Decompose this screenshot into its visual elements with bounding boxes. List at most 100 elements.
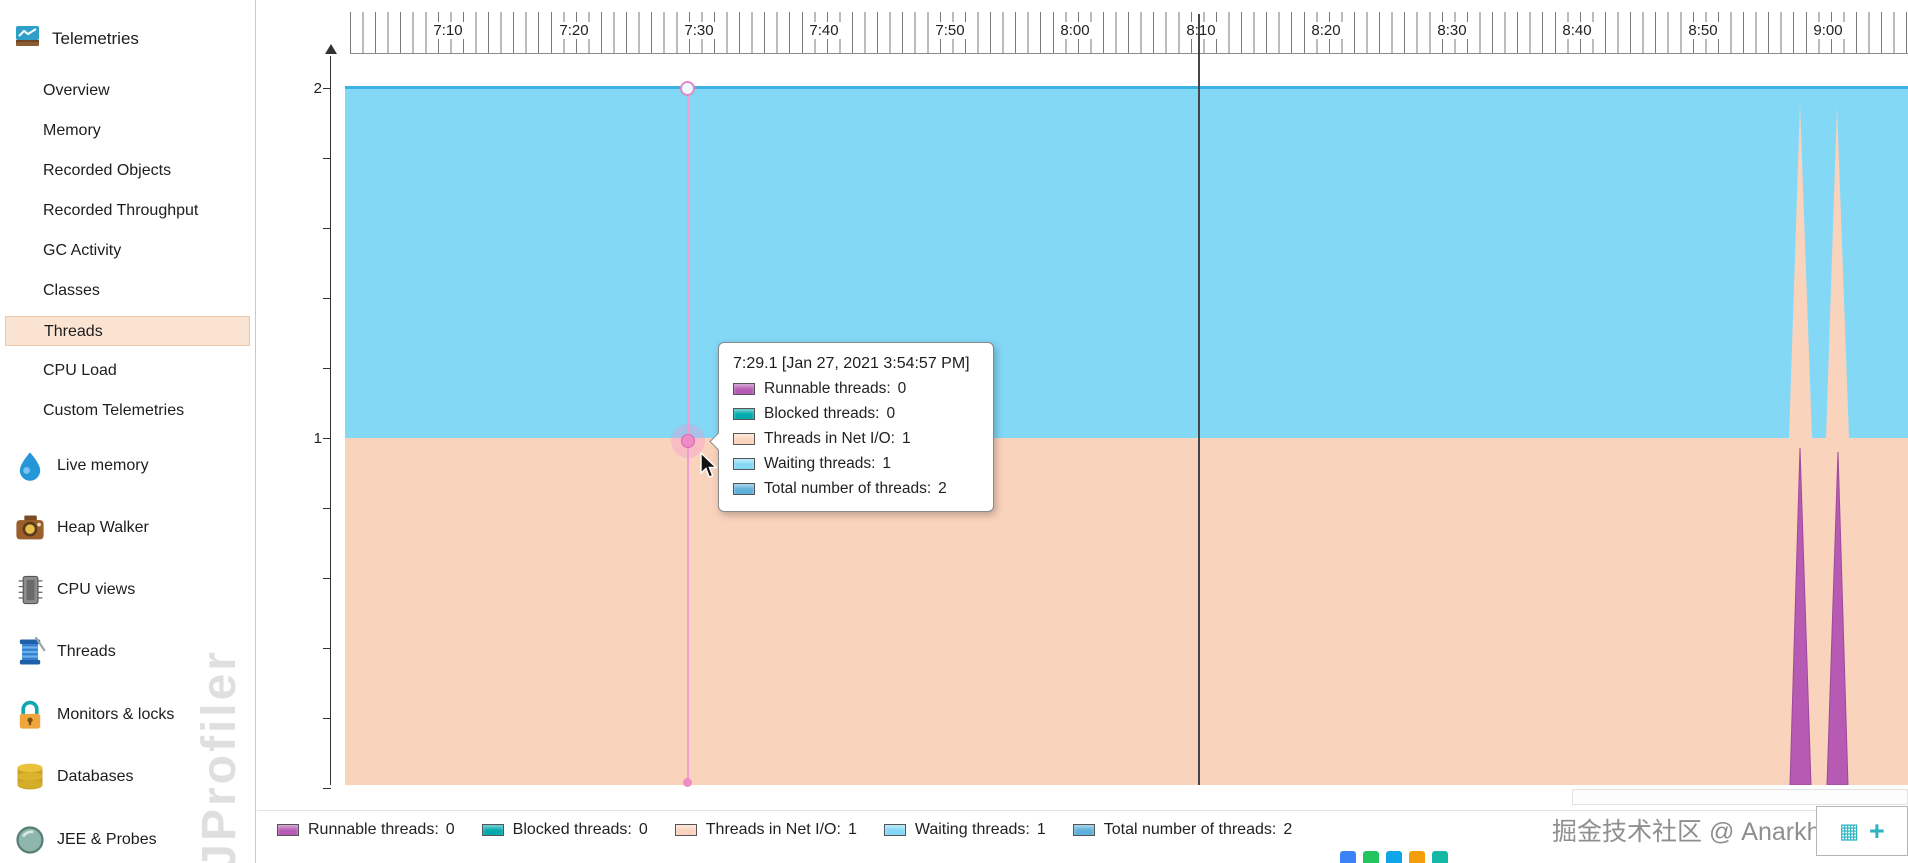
waiting-threads-area[interactable] xyxy=(345,89,1908,438)
tooltip-row-label: Waiting threads: xyxy=(764,455,876,472)
legend-value: 0 xyxy=(445,821,455,838)
time-tick-label: 7:30 xyxy=(679,22,719,39)
sidebar-view-label: Live memory xyxy=(57,457,149,474)
legend-value: 2 xyxy=(1283,821,1293,838)
runnable-swatch xyxy=(733,383,755,395)
chart-horizontal-scrollbar[interactable] xyxy=(1572,789,1908,805)
tooltip-row-value: 1 xyxy=(901,430,911,447)
time-tick-label: 7:20 xyxy=(554,22,594,39)
waiting-swatch xyxy=(733,458,755,470)
legend-item-runnable: Runnable threads: 0 xyxy=(277,821,455,839)
sidebar-view-databases[interactable]: Databases xyxy=(0,757,256,797)
total-swatch xyxy=(1072,824,1095,836)
y-tick-label: 2 xyxy=(313,80,322,97)
time-tick-label: 8:10 xyxy=(1181,22,1221,39)
taskbar-icon[interactable] xyxy=(1340,851,1356,863)
tooltip-row: Waiting threads: 1 xyxy=(733,455,979,473)
taskbar-icon[interactable] xyxy=(1386,851,1402,863)
tooltip-row-value: 0 xyxy=(886,405,896,422)
sidebar-view-heap-walker[interactable]: Heap Walker xyxy=(0,508,256,548)
time-tick-label: 7:40 xyxy=(804,22,844,39)
sidebar-item-threads[interactable]: Threads xyxy=(5,316,250,346)
plus-icon[interactable]: + xyxy=(1869,815,1885,846)
waiting-swatch xyxy=(883,824,906,836)
sidebar-item-classes[interactable]: Classes xyxy=(43,282,100,299)
sidebar-view-monitors-locks[interactable]: Monitors & locks xyxy=(0,695,256,735)
y-axis-arrow xyxy=(325,44,337,54)
taskbar-icon[interactable] xyxy=(1409,851,1425,863)
legend-label: Threads in Net I/O: xyxy=(705,821,841,838)
legend-item-netio: Threads in Net I/O: 1 xyxy=(674,821,857,839)
legend-label: Runnable threads: xyxy=(308,821,439,838)
floating-controls[interactable]: ▦ + xyxy=(1816,806,1908,856)
sidebar-view-jee-probes[interactable]: JEE & Probes xyxy=(0,820,256,860)
net-io-threads-area[interactable] xyxy=(345,438,1908,785)
sidebar-item-cpu-load[interactable]: CPU Load xyxy=(43,362,117,379)
tooltip-row: Runnable threads: 0 xyxy=(733,380,979,398)
sidebar-view-label: Heap Walker xyxy=(57,519,149,536)
y-axis-ticks xyxy=(323,88,331,789)
tooltip-row-label: Runnable threads: xyxy=(764,380,891,397)
chart-tooltip: 7:29.1 [Jan 27, 2021 3:54:57 PM] Runnabl… xyxy=(709,342,994,512)
legend-item-total: Total number of threads: 2 xyxy=(1072,821,1293,839)
tooltip-row-value: 1 xyxy=(882,455,892,472)
y-tick-label: 1 xyxy=(313,430,322,447)
sidebar-view-label: JEE & Probes xyxy=(57,831,157,848)
time-tick-label: 8:40 xyxy=(1557,22,1597,39)
threads-icon xyxy=(13,635,47,669)
sidebar-view-cpu-views[interactable]: CPU views xyxy=(0,570,256,610)
tooltip-title: 7:29.1 [Jan 27, 2021 3:54:57 PM] xyxy=(733,355,970,372)
sidebar-view-live-memory[interactable]: Live memory xyxy=(0,446,256,486)
netio-swatch xyxy=(674,824,697,836)
legend-label: Total number of threads: xyxy=(1103,821,1277,838)
crosshair-bottom-marker xyxy=(683,778,692,787)
time-tick-label: 8:00 xyxy=(1055,22,1095,39)
databases-icon xyxy=(13,760,47,794)
legend-item-waiting: Waiting threads: 1 xyxy=(883,821,1046,839)
tooltip-row: Threads in Net I/O: 1 xyxy=(733,430,979,448)
taskbar-icons-partial[interactable] xyxy=(1340,851,1540,863)
heap-walker-icon xyxy=(13,511,47,545)
taskbar-icon[interactable] xyxy=(1363,851,1379,863)
blocked-swatch xyxy=(481,824,504,836)
sidebar-view-threads[interactable]: Threads xyxy=(0,632,256,672)
time-tick-label: 9:00 xyxy=(1808,22,1848,39)
sidebar-item-gc-activity[interactable]: GC Activity xyxy=(43,242,122,259)
sidebar-view-label: Monitors & locks xyxy=(57,706,175,723)
tooltip-row-label: Blocked threads: xyxy=(764,405,880,422)
runnable-swatch xyxy=(277,824,299,836)
total-swatch xyxy=(733,483,755,495)
sidebar-item-memory[interactable]: Memory xyxy=(43,122,101,139)
crosshair-top-marker xyxy=(680,81,695,96)
mouse-cursor xyxy=(700,452,718,478)
tooltip-row: Blocked threads: 0 xyxy=(733,405,979,423)
sidebar-section-label: Telemetries xyxy=(52,29,139,48)
legend-value: 1 xyxy=(847,821,857,838)
time-tick-label: 7:50 xyxy=(930,22,970,39)
time-tick-label: 8:20 xyxy=(1306,22,1346,39)
tooltip-row: Total number of threads: 2 xyxy=(733,480,979,498)
crosshair-point-marker xyxy=(681,434,695,448)
tooltip-row-value: 2 xyxy=(938,480,947,497)
time-tick-label: 8:50 xyxy=(1683,22,1723,39)
netio-swatch xyxy=(733,433,755,445)
legend-bar: Runnable threads: 0 Blocked threads: 0 T… xyxy=(257,810,1908,863)
legend-label: Blocked threads: xyxy=(512,821,632,838)
sidebar-view-label: Databases xyxy=(57,768,134,785)
tooltip-row-label: Threads in Net I/O: xyxy=(764,430,895,447)
sidebar-item-custom-telemetries[interactable]: Custom Telemetries xyxy=(43,402,185,419)
sidebar-item-overview[interactable]: Overview xyxy=(43,82,110,99)
sidebar-item-recorded-throughput[interactable]: Recorded Throughput xyxy=(43,202,199,219)
legend-label: Waiting threads: xyxy=(914,821,1030,838)
monitors-locks-icon xyxy=(13,698,47,732)
grid-icon[interactable]: ▦ xyxy=(1839,819,1860,843)
sidebar-view-label: CPU views xyxy=(57,581,136,598)
legend-value: 1 xyxy=(1036,821,1046,838)
time-tick-label: 8:30 xyxy=(1432,22,1472,39)
sidebar-item-recorded-objects[interactable]: Recorded Objects xyxy=(43,162,172,179)
sidebar-section-telemetries[interactable]: Telemetries xyxy=(14,22,139,56)
time-ruler[interactable]: 7:10 7:20 7:30 7:40 7:50 8:00 8:10 8:20 … xyxy=(350,12,1908,54)
cpu-views-icon xyxy=(13,573,47,607)
taskbar-icon[interactable] xyxy=(1432,851,1448,863)
